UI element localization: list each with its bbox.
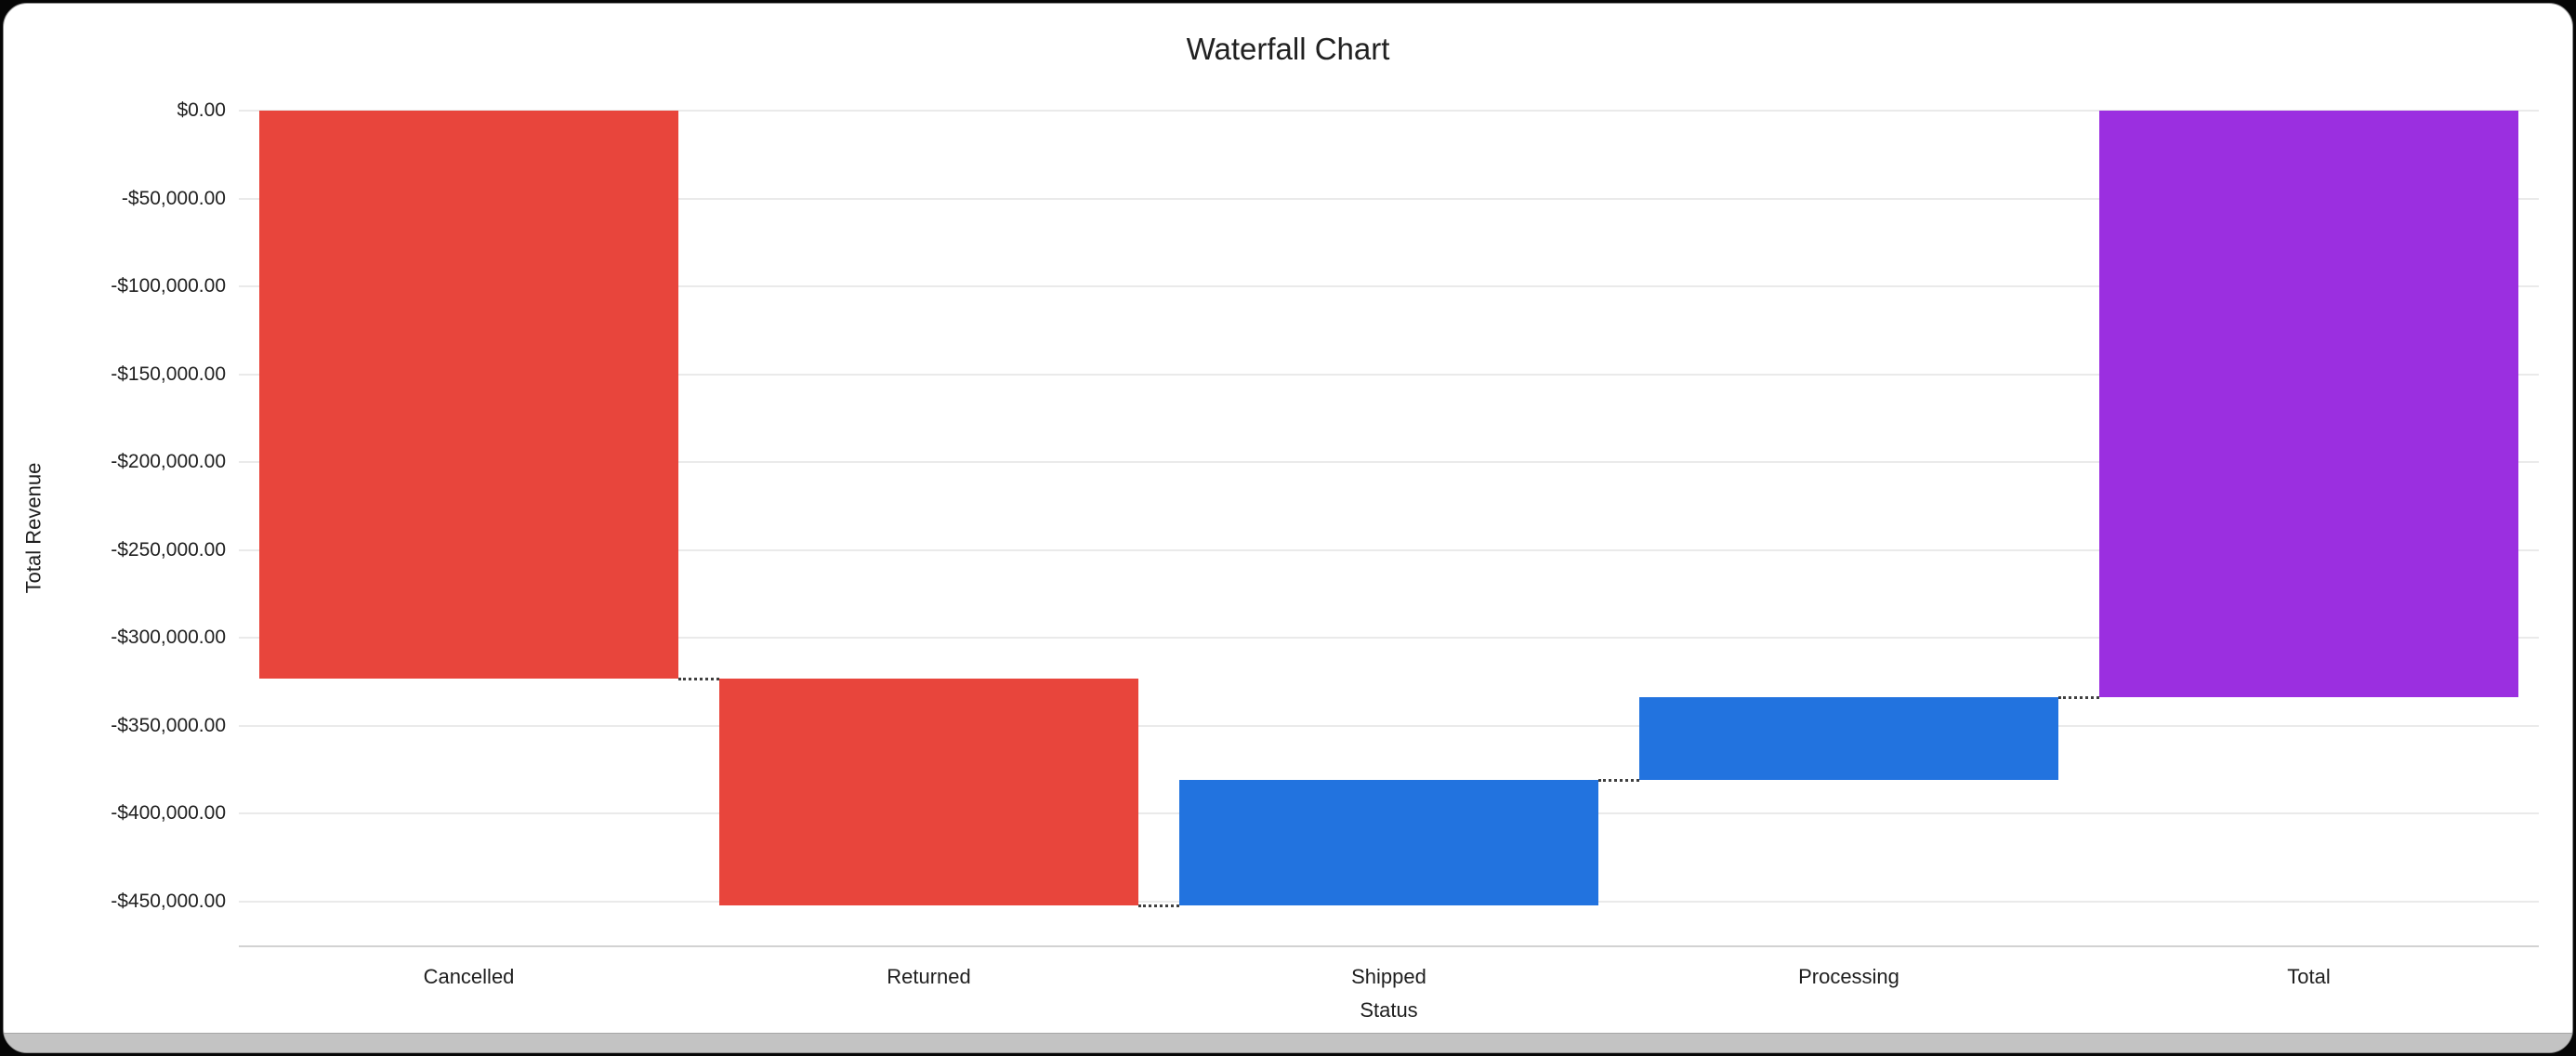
waterfall-connector [1137,904,1180,907]
gridline [239,637,2539,640]
x-axis-category-labels: Cancelled Returned Shipped Processing Total [239,965,2539,993]
gridline [239,110,2539,112]
chart-title: Waterfall Chart [1186,32,1390,66]
y-tick-label: $0.00 [177,99,226,121]
x-category-label: Shipped [1351,965,1426,988]
chart-card: Waterfall Chart Total Revenue $0.00 -$50,… [3,3,2573,1053]
waterfall-connector [2057,696,2100,700]
waterfall-bar-total [2099,111,2518,698]
x-category-label: Processing [1798,965,1899,988]
waterfall-connector [1597,779,1640,783]
y-tick-label: -$250,000.00 [111,538,226,561]
gridline [239,461,2539,464]
waterfall-connector [677,677,720,680]
waterfall-bar-cancelled [259,111,678,679]
gridline [239,373,2539,376]
waterfall-bar-shipped [1179,780,1598,905]
y-tick-label: -$50,000.00 [121,187,226,209]
plot-area [239,110,2539,947]
y-tick-label: -$300,000.00 [111,627,226,649]
x-category-label: Returned [887,965,971,988]
y-tick-label: -$450,000.00 [111,890,226,912]
y-tick-label: -$100,000.00 [111,275,226,297]
y-tick-label: -$200,000.00 [111,451,226,473]
x-category-label: Total [2287,965,2331,988]
gridline [239,548,2539,551]
x-category-label: Cancelled [423,965,515,988]
gridline [239,285,2539,288]
waterfall-bar-processing [1639,697,2058,781]
y-tick-label: -$350,000.00 [111,714,226,736]
x-axis-title: Status [1360,998,1418,1022]
waterfall-bar-returned [719,678,1138,905]
y-tick-label: -$150,000.00 [111,363,226,385]
y-tick-label: -$400,000.00 [111,802,226,825]
gridline [239,724,2539,727]
y-axis-tick-labels: $0.00 -$50,000.00 -$100,000.00 -$150,000.00… [4,99,239,945]
gridline [239,197,2539,200]
window-bottom-strip [4,1033,2572,1052]
